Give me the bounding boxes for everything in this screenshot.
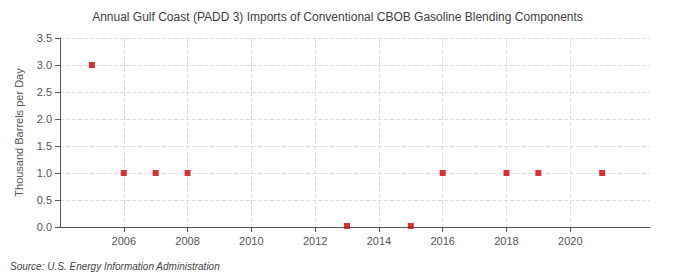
svg-text:2014: 2014 bbox=[367, 235, 391, 247]
svg-text:2020: 2020 bbox=[558, 235, 582, 247]
svg-text:Thousand Barrels per Day: Thousand Barrels per Day bbox=[13, 68, 25, 197]
svg-text:0.5: 0.5 bbox=[37, 194, 52, 206]
svg-text:2.0: 2.0 bbox=[37, 113, 52, 125]
svg-text:Source: U.S. Energy Informatio: Source: U.S. Energy Information Administ… bbox=[10, 261, 220, 272]
svg-text:2.5: 2.5 bbox=[37, 86, 52, 98]
svg-text:2006: 2006 bbox=[112, 235, 136, 247]
svg-text:1.5: 1.5 bbox=[37, 140, 52, 152]
svg-text:1.0: 1.0 bbox=[37, 167, 52, 179]
svg-text:2012: 2012 bbox=[303, 235, 327, 247]
svg-text:3.0: 3.0 bbox=[37, 59, 52, 71]
svg-text:2016: 2016 bbox=[430, 235, 454, 247]
svg-text:3.5: 3.5 bbox=[37, 32, 52, 44]
svg-text:0.0: 0.0 bbox=[37, 221, 52, 233]
svg-text:2018: 2018 bbox=[494, 235, 518, 247]
svg-text:Annual Gulf Coast (PADD 3) Imp: Annual Gulf Coast (PADD 3) Imports of Co… bbox=[92, 10, 583, 24]
svg-text:2008: 2008 bbox=[175, 235, 199, 247]
svg-text:2010: 2010 bbox=[239, 235, 263, 247]
